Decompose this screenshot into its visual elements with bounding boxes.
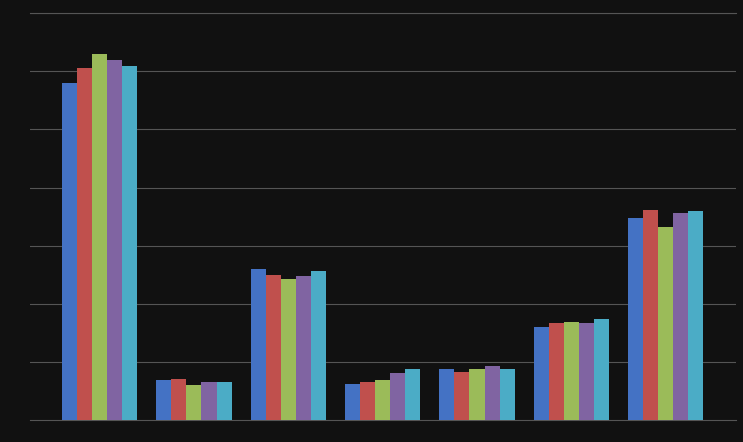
Bar [345,384,360,420]
Bar [107,60,122,420]
Bar [564,322,579,420]
Bar [375,381,390,420]
Bar [533,327,549,420]
Bar [643,210,658,420]
Bar [405,370,421,420]
Bar [266,274,281,420]
Bar [77,69,92,420]
Bar [579,324,594,420]
Bar [439,370,455,420]
Bar [390,373,405,420]
Bar [250,269,266,420]
Bar [172,379,186,420]
Bar [549,324,564,420]
Bar [156,381,172,420]
Bar [186,385,201,420]
Bar [92,54,107,420]
Bar [673,213,688,420]
Bar [216,381,232,420]
Bar [455,372,470,420]
Bar [484,366,499,420]
Bar [281,279,296,420]
Bar [658,227,673,420]
Bar [296,276,311,420]
Bar [122,65,137,420]
Bar [594,320,609,420]
Bar [628,218,643,420]
Bar [62,83,77,420]
Bar [311,271,326,420]
Bar [360,382,375,420]
Bar [499,369,515,420]
Bar [201,381,216,420]
Bar [470,369,484,420]
Bar [688,211,704,420]
